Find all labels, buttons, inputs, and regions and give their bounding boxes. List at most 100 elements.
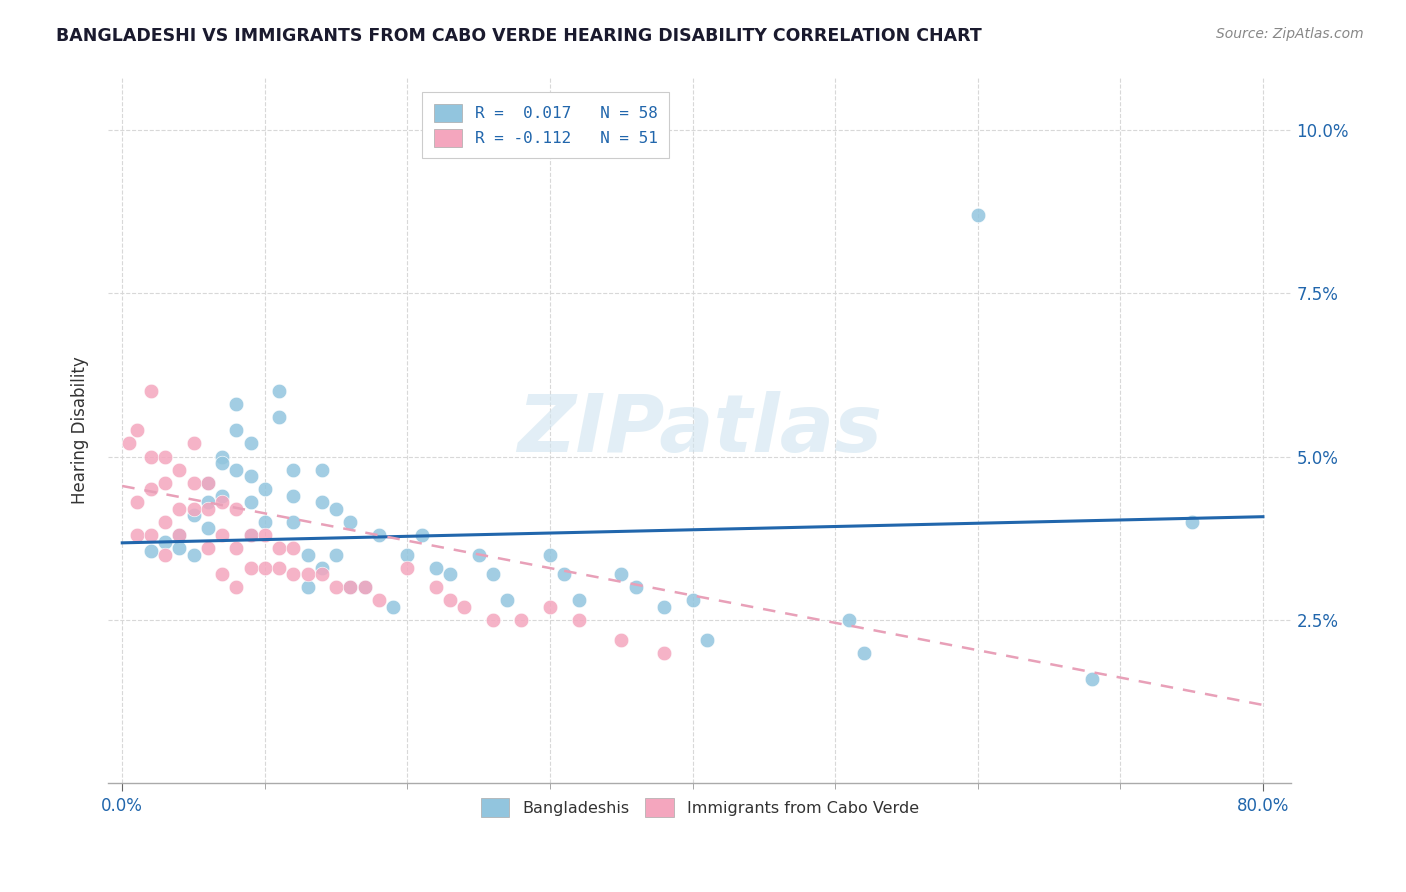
Point bbox=[1081, 672, 1104, 686]
Point bbox=[966, 208, 988, 222]
Point bbox=[211, 450, 233, 464]
Point bbox=[396, 560, 419, 574]
Point bbox=[183, 548, 205, 562]
Text: BANGLADESHI VS IMMIGRANTS FROM CABO VERDE HEARING DISABILITY CORRELATION CHART: BANGLADESHI VS IMMIGRANTS FROM CABO VERD… bbox=[56, 27, 981, 45]
Point bbox=[125, 424, 148, 438]
Point bbox=[197, 475, 219, 490]
Point bbox=[225, 424, 247, 438]
Point bbox=[567, 613, 589, 627]
Point bbox=[125, 528, 148, 542]
Point bbox=[139, 528, 162, 542]
Point bbox=[125, 495, 148, 509]
Point bbox=[339, 580, 361, 594]
Point bbox=[610, 632, 633, 647]
Point bbox=[153, 450, 176, 464]
Point bbox=[269, 541, 291, 555]
Point bbox=[239, 560, 262, 574]
Text: ZIPatlas: ZIPatlas bbox=[517, 392, 882, 469]
Point bbox=[396, 548, 419, 562]
Point bbox=[197, 475, 219, 490]
Y-axis label: Hearing Disability: Hearing Disability bbox=[72, 357, 89, 504]
Point bbox=[183, 508, 205, 523]
Point bbox=[538, 599, 561, 614]
Point bbox=[283, 567, 305, 582]
Point bbox=[353, 580, 375, 594]
Point bbox=[197, 541, 219, 555]
Point bbox=[169, 528, 191, 542]
Point bbox=[153, 475, 176, 490]
Point bbox=[311, 560, 333, 574]
Point bbox=[169, 528, 191, 542]
Point bbox=[211, 495, 233, 509]
Point bbox=[183, 436, 205, 450]
Point bbox=[118, 436, 141, 450]
Point bbox=[211, 528, 233, 542]
Point bbox=[139, 450, 162, 464]
Point bbox=[253, 515, 276, 529]
Point bbox=[411, 528, 433, 542]
Point bbox=[169, 541, 191, 555]
Point bbox=[253, 482, 276, 496]
Point bbox=[253, 528, 276, 542]
Point bbox=[425, 580, 447, 594]
Point bbox=[239, 528, 262, 542]
Point bbox=[567, 593, 589, 607]
Point bbox=[225, 541, 247, 555]
Point bbox=[325, 548, 347, 562]
Point bbox=[297, 580, 319, 594]
Point bbox=[153, 515, 176, 529]
Point bbox=[211, 456, 233, 470]
Point bbox=[624, 580, 647, 594]
Legend: Bangladeshis, Immigrants from Cabo Verde: Bangladeshis, Immigrants from Cabo Verde bbox=[472, 790, 927, 825]
Point bbox=[239, 436, 262, 450]
Point bbox=[253, 560, 276, 574]
Point bbox=[425, 560, 447, 574]
Point bbox=[225, 462, 247, 476]
Point bbox=[652, 599, 675, 614]
Point bbox=[283, 541, 305, 555]
Point bbox=[311, 567, 333, 582]
Point bbox=[211, 567, 233, 582]
Point bbox=[852, 646, 875, 660]
Point bbox=[197, 501, 219, 516]
Point bbox=[439, 567, 461, 582]
Point bbox=[453, 599, 475, 614]
Point bbox=[169, 462, 191, 476]
Point bbox=[682, 593, 704, 607]
Point bbox=[553, 567, 575, 582]
Point bbox=[439, 593, 461, 607]
Point bbox=[239, 469, 262, 483]
Point bbox=[510, 613, 533, 627]
Point bbox=[197, 495, 219, 509]
Point bbox=[696, 632, 718, 647]
Point bbox=[297, 567, 319, 582]
Point bbox=[225, 580, 247, 594]
Point bbox=[610, 567, 633, 582]
Point bbox=[269, 560, 291, 574]
Point bbox=[467, 548, 489, 562]
Point bbox=[197, 521, 219, 535]
Point bbox=[538, 548, 561, 562]
Point bbox=[283, 489, 305, 503]
Text: Source: ZipAtlas.com: Source: ZipAtlas.com bbox=[1216, 27, 1364, 41]
Point bbox=[838, 613, 860, 627]
Point bbox=[353, 580, 375, 594]
Point bbox=[153, 548, 176, 562]
Point bbox=[367, 528, 389, 542]
Point bbox=[482, 613, 505, 627]
Point bbox=[283, 462, 305, 476]
Point bbox=[1181, 515, 1204, 529]
Point bbox=[183, 501, 205, 516]
Point bbox=[225, 397, 247, 411]
Point bbox=[482, 567, 505, 582]
Point bbox=[367, 593, 389, 607]
Point bbox=[239, 495, 262, 509]
Point bbox=[297, 548, 319, 562]
Point bbox=[153, 534, 176, 549]
Point bbox=[311, 462, 333, 476]
Point bbox=[139, 482, 162, 496]
Point bbox=[139, 544, 162, 558]
Point bbox=[269, 384, 291, 399]
Point bbox=[283, 515, 305, 529]
Point bbox=[496, 593, 519, 607]
